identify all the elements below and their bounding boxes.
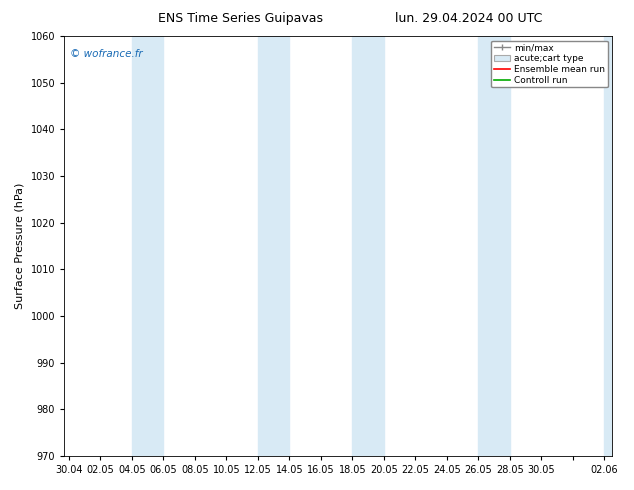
Legend: min/max, acute;cart type, Ensemble mean run, Controll run: min/max, acute;cart type, Ensemble mean … — [491, 41, 608, 88]
Bar — [258, 36, 289, 456]
Bar — [479, 36, 510, 456]
Text: © wofrance.fr: © wofrance.fr — [70, 49, 142, 59]
Y-axis label: Surface Pressure (hPa): Surface Pressure (hPa) — [15, 183, 25, 309]
Bar — [132, 36, 164, 456]
Bar — [353, 36, 384, 456]
Text: lun. 29.04.2024 00 UTC: lun. 29.04.2024 00 UTC — [396, 12, 543, 25]
Text: ENS Time Series Guipavas: ENS Time Series Guipavas — [158, 12, 323, 25]
Bar — [604, 36, 634, 456]
